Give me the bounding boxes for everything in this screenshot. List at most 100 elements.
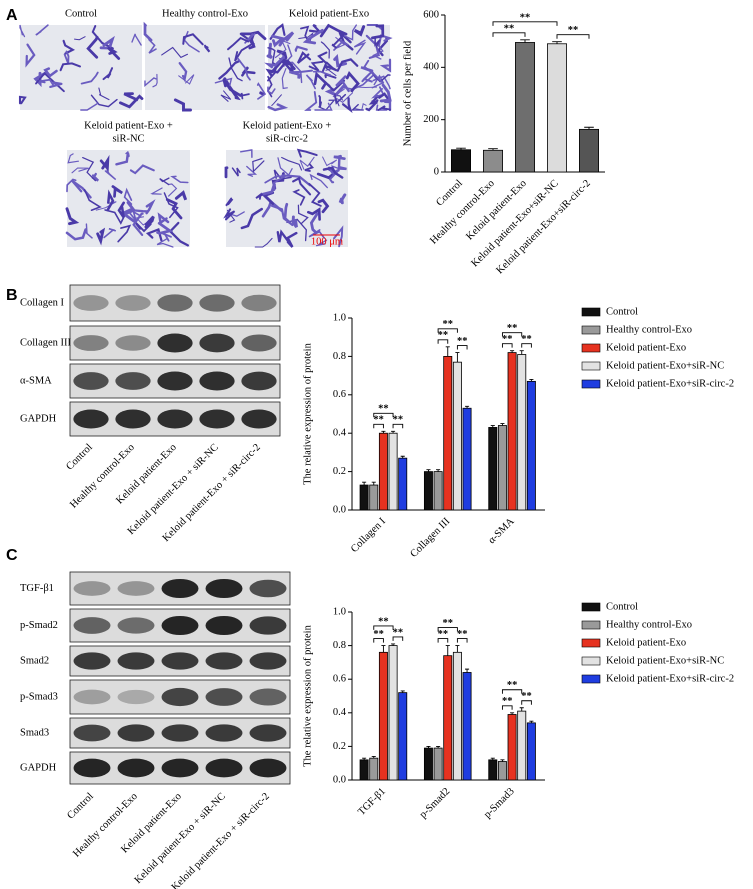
micrograph-caption: Healthy control-Exo <box>162 8 248 19</box>
cell <box>246 165 258 177</box>
cell <box>267 86 276 95</box>
bar <box>547 43 568 173</box>
bar <box>423 471 433 511</box>
blot-band <box>161 724 199 742</box>
blot-band <box>205 578 243 599</box>
cell <box>254 237 273 248</box>
blot-band <box>205 758 243 778</box>
panel-label: C <box>6 547 18 564</box>
cell <box>281 67 288 90</box>
cell <box>127 210 142 222</box>
blot-band <box>117 652 155 670</box>
cell <box>65 228 87 241</box>
error-bar <box>529 720 534 723</box>
x-tick-label: p-Smad2 <box>418 786 453 821</box>
cell <box>80 102 99 111</box>
cell <box>305 74 316 90</box>
blot-band <box>73 335 109 351</box>
cell <box>300 25 310 42</box>
cell <box>107 46 121 60</box>
micrograph-caption: Keloid patient-Exo <box>289 8 369 19</box>
blot-band <box>205 688 243 706</box>
blot-band <box>73 724 111 742</box>
bar <box>433 471 443 511</box>
cell <box>371 43 384 60</box>
error-bar <box>391 430 396 434</box>
significance-label: ** <box>457 629 468 640</box>
error-bar <box>371 756 376 759</box>
error-bar <box>400 690 405 693</box>
bar <box>359 484 369 511</box>
blot-row-label: Smad2 <box>20 655 49 666</box>
cell <box>59 62 82 72</box>
cell <box>104 209 127 225</box>
cell <box>96 227 106 246</box>
cell <box>240 207 263 230</box>
bar <box>579 128 600 173</box>
blot-row-label: p-Smad2 <box>20 620 58 631</box>
cell <box>80 71 99 85</box>
blot-band <box>73 652 111 670</box>
cell <box>276 229 290 243</box>
y-tick-label: 0.2 <box>333 466 346 477</box>
cell <box>259 91 265 96</box>
cell <box>292 176 312 196</box>
bar <box>517 354 527 511</box>
blot-band <box>161 687 199 707</box>
cell <box>161 46 189 59</box>
cell <box>82 156 97 182</box>
blot-band <box>117 689 155 705</box>
cell <box>308 23 323 34</box>
significance-bracket <box>456 345 468 350</box>
cell <box>271 94 282 107</box>
cell <box>278 57 296 72</box>
cell <box>98 87 110 101</box>
significance-bracket <box>373 423 384 429</box>
cell <box>267 47 276 63</box>
bar <box>497 761 507 781</box>
cell <box>252 157 265 173</box>
significance-bracket <box>492 21 558 26</box>
blot-band <box>73 689 111 705</box>
cell <box>152 73 158 88</box>
cell <box>124 209 149 215</box>
blot-lane-label: Control <box>65 791 96 822</box>
bar <box>515 42 536 173</box>
cell <box>239 149 253 159</box>
cell <box>103 227 117 239</box>
cell <box>296 148 318 158</box>
bar <box>452 361 462 511</box>
y-tick-label: 1.0 <box>333 312 346 323</box>
blot-band <box>73 617 111 634</box>
blot-band <box>161 615 199 636</box>
legend-label: Keloid patient-Exo+siR-circ-2 <box>606 378 734 389</box>
legend-swatch <box>581 638 601 648</box>
cell <box>18 95 27 105</box>
significance-bracket <box>437 339 449 344</box>
cell <box>132 212 144 236</box>
significance-label: ** <box>373 629 384 640</box>
y-tick-label: 0.8 <box>333 351 346 362</box>
cell <box>313 71 328 90</box>
error-bar <box>445 645 450 656</box>
error-bar <box>362 481 367 486</box>
cell <box>173 98 192 112</box>
error-bar <box>426 745 431 749</box>
cell <box>148 38 157 54</box>
cell <box>35 24 49 36</box>
bar <box>488 759 498 781</box>
significance-label: ** <box>502 696 513 707</box>
cell <box>371 86 385 99</box>
significance-bracket <box>501 689 523 694</box>
cell <box>294 45 308 52</box>
cell <box>156 237 174 248</box>
significance-bracket <box>501 343 513 348</box>
blot-lane-label: Control <box>64 442 95 473</box>
cell <box>353 25 366 37</box>
cell <box>269 23 286 40</box>
cell <box>324 73 337 79</box>
error-bar <box>519 707 524 712</box>
significance-bracket <box>392 423 404 429</box>
blot-band <box>157 333 193 353</box>
